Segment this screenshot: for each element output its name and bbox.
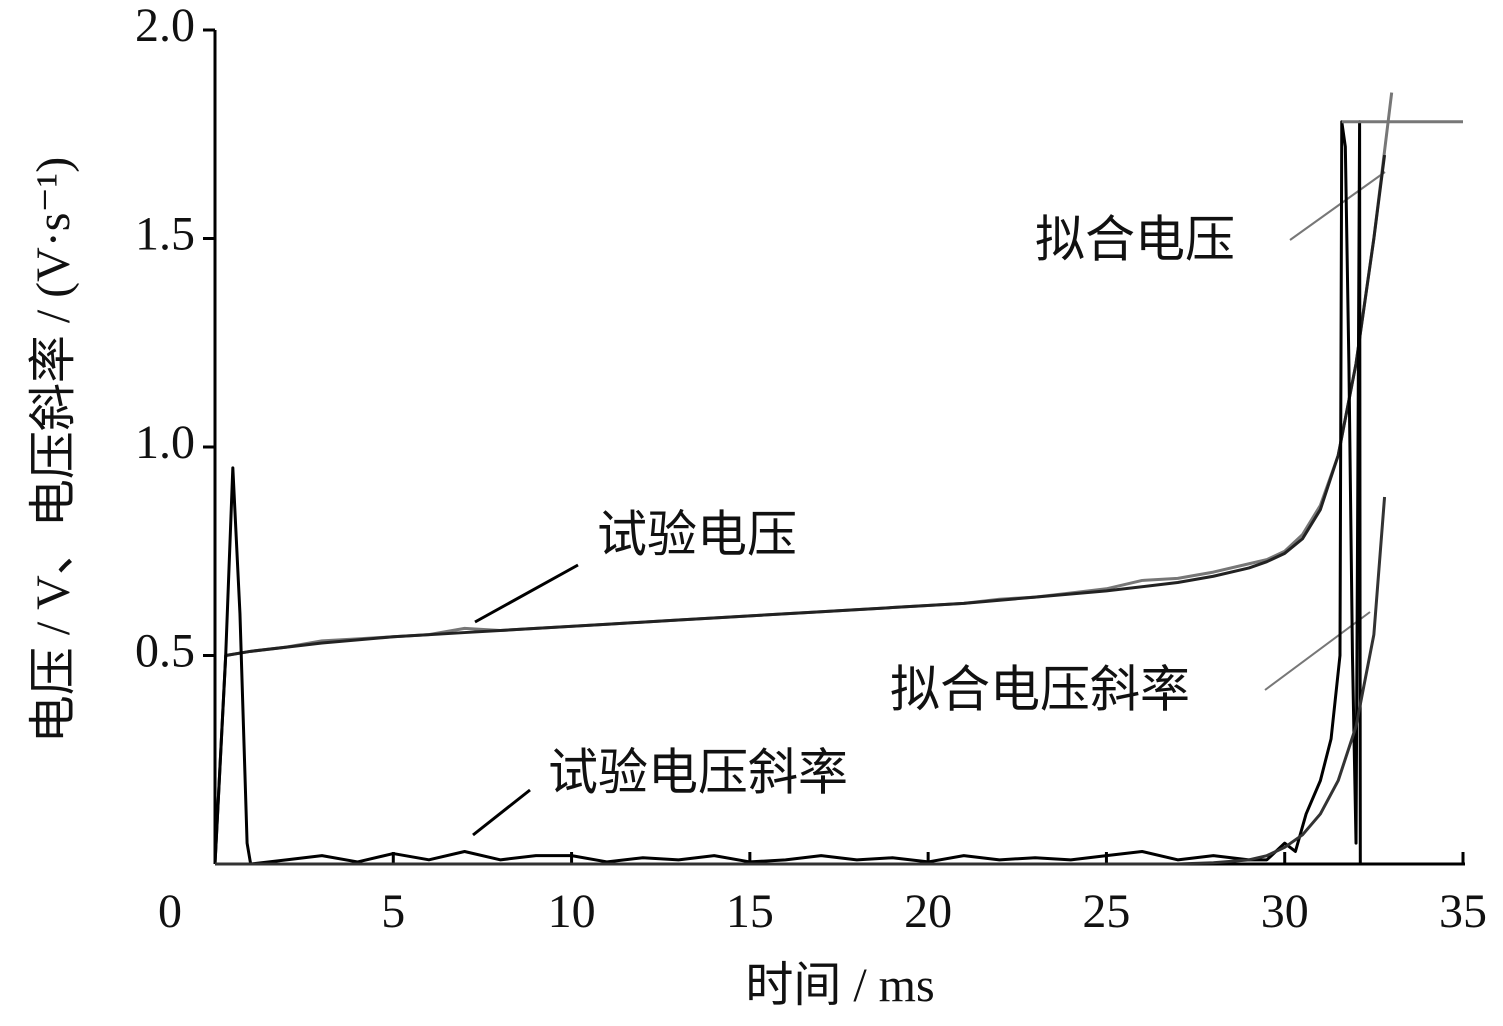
series-line: [213, 154, 1387, 865]
leader-line: [472, 788, 531, 837]
x-tick-label: 0: [158, 885, 182, 938]
series-annotation: 试验电压: [597, 506, 797, 562]
x-axis-label: 时间 / ms: [745, 959, 934, 1012]
y-tick-label: 1.5: [135, 208, 195, 261]
x-tick-label: 35: [1439, 885, 1487, 938]
series-annotation: 试验电压斜率: [548, 744, 848, 800]
series-line: [225, 92, 1394, 657]
x-tick-label: 10: [548, 885, 596, 938]
x-tick-label: 30: [1261, 885, 1309, 938]
series-line: [213, 120, 1362, 866]
series-annotation: 拟合电压: [1035, 211, 1235, 267]
series-annotation: 拟合电压斜率: [890, 661, 1190, 717]
series-line: [215, 496, 1387, 866]
x-tick-label: 20: [904, 885, 952, 938]
y-axis-label: 电压 / V、电压斜率 / (V·s⁻¹): [27, 157, 80, 743]
x-tick-label: 15: [726, 885, 774, 938]
y-tick-label: 0.5: [135, 625, 195, 678]
x-tick-label: 5: [381, 885, 405, 938]
y-tick-label: 1.0: [135, 416, 195, 469]
leader-line: [474, 563, 579, 624]
y-tick-label: 2.0: [135, 0, 195, 52]
x-tick-label: 25: [1082, 885, 1130, 938]
leader-line: [1289, 171, 1386, 241]
